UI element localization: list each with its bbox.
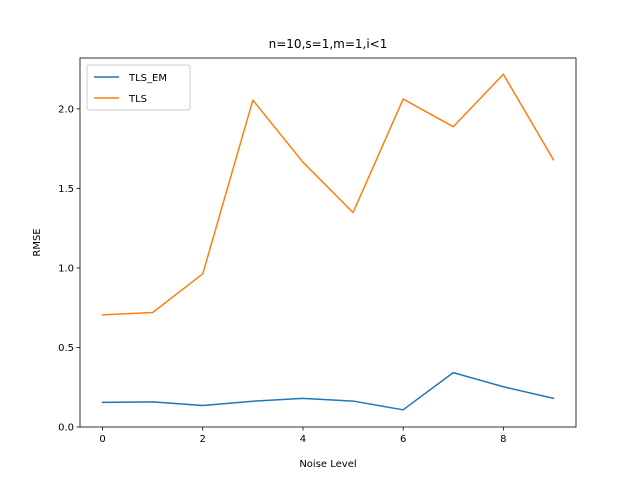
series-line-tls-em [101,371,555,411]
x-axis: 0 2 4 6 8 [99,427,507,445]
x-tick-label: 2 [200,434,206,445]
x-tick-label: 6 [400,434,406,445]
x-tick-label: 0 [99,434,105,445]
y-tick-label: 0.5 [58,343,74,354]
y-tick-label: 0.0 [58,423,74,434]
x-tick-label: 4 [300,434,306,445]
x-axis-label: Noise Level [299,459,356,470]
legend-label: TLS_EM [128,73,167,84]
y-axis-label: RMSE [32,228,43,256]
y-tick-label: 2.0 [58,104,74,115]
series-layer [101,73,555,411]
y-tick-label: 1.0 [58,263,74,274]
y-tick-label: 1.5 [58,184,74,195]
legend: TLS_EM TLS [86,64,191,111]
legend-label: TLS [128,94,147,105]
x-tick-label: 8 [500,434,506,445]
plot-frame [79,57,577,428]
chart-title: n=10,s=1,m=1,i<1 [269,37,388,51]
series-line-tls [101,73,555,316]
y-axis: 0.0 0.5 1.0 1.5 2.0 [58,104,80,434]
